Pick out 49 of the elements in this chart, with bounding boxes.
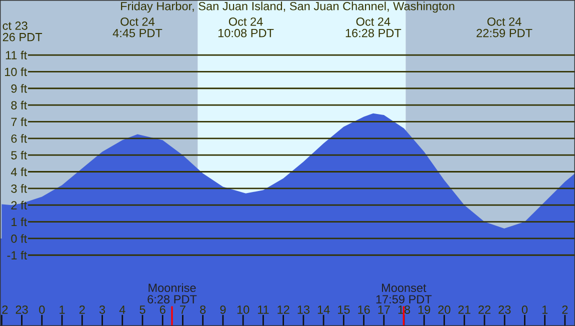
x2-tick-label: Oct 24 4:45 PDT — [112, 17, 162, 38]
x-tick-label: 2 — [2, 305, 8, 314]
ref-line-label: Moonset 17:59 PDT — [376, 284, 432, 304]
x-tick-label: 19 — [418, 305, 430, 314]
x-tick-label: 6 — [160, 305, 166, 314]
y-tick-label: 6 ft — [11, 134, 27, 143]
x-tick-label: 20 — [438, 305, 450, 314]
x-tick-label: 2 — [79, 305, 85, 314]
x-tick-label: 10 — [237, 305, 250, 314]
x-tick-label: 1 — [60, 306, 65, 314]
y-tick-label: 5 ft — [11, 150, 27, 160]
y-tick-label: 0 ft — [11, 234, 27, 243]
x-tick-label: 21 — [458, 305, 470, 314]
x-tick-label: 3 — [99, 305, 106, 314]
x-tick-label: 11 — [258, 306, 269, 314]
x2-tick-label: Oct 24 22:59 PDT — [476, 17, 532, 38]
y-tick-label: -1 ft — [7, 250, 27, 260]
x-tick-label: 1 — [542, 306, 548, 314]
x-tick-label: 4 — [119, 306, 126, 314]
x-tick-label: 0 — [39, 305, 45, 314]
y-tick-label: 1 ft — [12, 218, 27, 226]
y-tick-label: 4 ft — [10, 167, 27, 176]
x-tick-label: 16 — [358, 305, 370, 314]
x-tick-label: 13 — [298, 305, 310, 314]
x-tick-label: 17 — [378, 306, 390, 314]
y-tick-label: 3 ft — [11, 184, 27, 193]
annotation: ct 23 26 PDT — [2, 22, 42, 42]
x-tick-label: 2 — [562, 305, 568, 314]
x-tick-label: 14 — [318, 306, 330, 314]
x-tick-label: 12 — [278, 305, 290, 314]
x2-tick-label: Oct 24 10:08 PDT — [218, 17, 274, 38]
x-tick-label: 0 — [522, 305, 528, 314]
x-tick-label: 5 — [140, 306, 146, 314]
y-tick-label: 7 ft — [11, 117, 27, 126]
chart-title: Friday Harbor, San Juan Island, San Juan Channel, Washington — [121, 2, 454, 13]
x-tick-label: 23 — [16, 305, 28, 314]
y-tick-label: 2 ft — [11, 200, 27, 210]
y-tick-label: 9 ft — [11, 84, 27, 93]
x-tick-label: 23 — [498, 305, 511, 314]
x-tick-label: 9 — [220, 305, 226, 314]
x-tick-label: 22 — [478, 305, 490, 314]
x-tick-label: 8 — [200, 305, 206, 314]
ref-line-label: Moonrise 6:28 PDT — [148, 283, 197, 304]
x-tick-label: 7 — [180, 306, 186, 314]
x-tick-label: 15 — [338, 306, 350, 314]
y-tick-label: 10 ft — [5, 67, 27, 76]
y-tick-label: 11 ft — [6, 50, 27, 60]
y-tick-label: 8 ft — [11, 100, 27, 110]
x2-tick-label: Oct 24 16:28 PDT — [346, 17, 402, 38]
